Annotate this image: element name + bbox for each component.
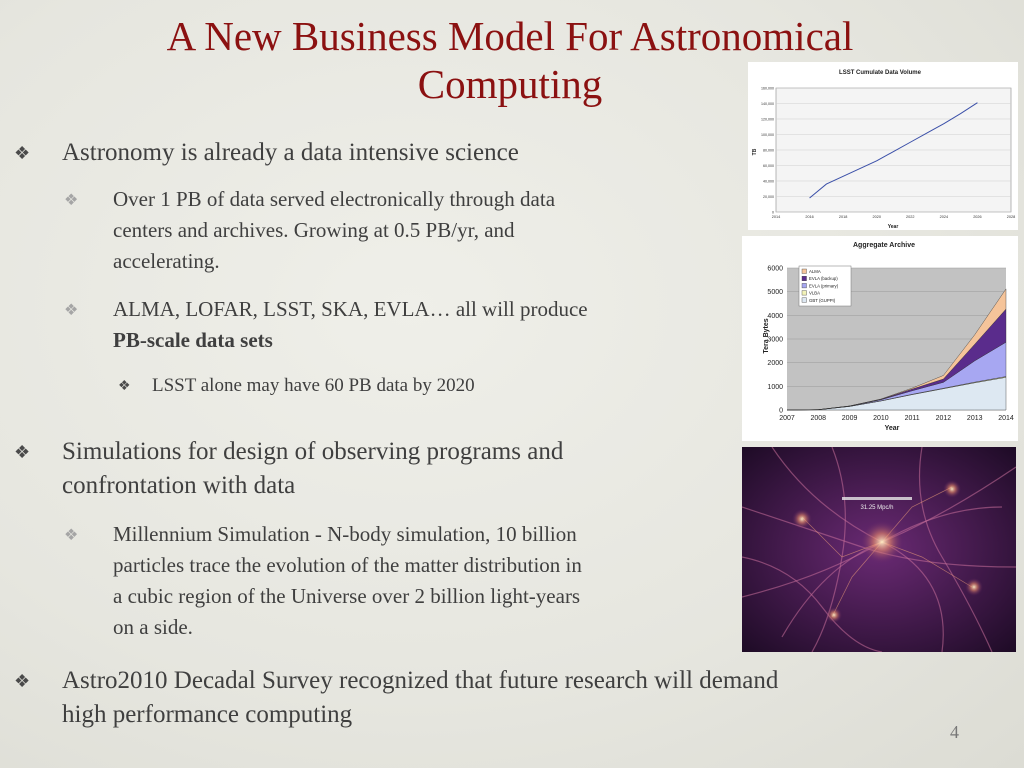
page-number: 4 [950,722,959,742]
slide-title: A New Business Model For Astronomical Co… [80,12,940,108]
chart-title: LSST Cumulate Data Volume [839,70,922,76]
bullet-marker-icon: ❖ [14,143,31,163]
chart-title: Aggregate Archive [853,242,915,249]
subsubbullet-text: LSST alone may have 60 PB data by 2020 [152,375,475,396]
y-tick-label: 6000 [767,266,783,273]
x-tick-label: 2010 [873,415,889,422]
y-tick-label: 40,000 [763,180,774,184]
subbullet-line-bold: PB-scale data sets [113,328,273,352]
legend-swatch [801,297,807,303]
bullet-marker-icon: ❖ [14,442,31,462]
x-axis-label: Year [885,425,900,432]
x-tick-label: 2018 [839,215,847,219]
bullet-line: confrontation with data [62,472,296,499]
subbullet-line: Millennium Simulation - N-body simulatio… [113,522,577,546]
x-axis-label: Year [888,224,899,230]
legend-label: EVLA (primary) [809,283,839,288]
y-tick-label: 120,000 [761,118,774,122]
x-tick-label: 2013 [967,415,983,422]
title-line-2: Computing [417,61,603,107]
y-tick-label: 5000 [767,289,783,296]
lsst-chart-panel: LSST Cumulate Data Volume 0 20,000 40,000 6… [748,62,1018,230]
x-tick-label: 2028 [1007,215,1015,219]
x-tick-label: 2012 [936,415,952,422]
y-tick-label: 140,000 [761,102,774,106]
y-tick-label: 0 [772,211,774,215]
bullet-marker-icon: ❖ [14,671,31,691]
y-tick-label: 0 [779,408,783,415]
y-axis-label: Tera Bytes [763,318,770,353]
x-tick-label: 2026 [973,215,981,219]
legend-swatch [801,290,807,296]
area-series-alma [786,288,1007,411]
x-tick-label: 2014 [772,215,780,219]
scale-bar [842,497,912,500]
y-tick-label: 20,000 [763,195,774,199]
legend-label: VLBA [809,291,820,296]
x-tick-label: 2020 [872,215,880,219]
bullet-text: Astronomy is already a data intensive sc… [62,139,519,166]
x-tick-label: 2011 [905,415,920,422]
subbullet-line: ALMA, LOFAR, LSST, SKA, EVLA… all will p… [113,297,588,321]
subbullet-line: a cubic region of the Universe over 2 bi… [113,584,581,608]
y-tick-label: 60,000 [763,164,774,168]
subbullet-line: Over 1 PB of data served electronically … [113,187,556,211]
y-axis-label: TB [752,148,758,155]
bullet-line: high performance computing [62,701,353,728]
legend-label: GBT (GUPPI) [809,298,836,303]
y-tick-label: 4000 [767,313,783,320]
archive-chart: Aggregate Archive 0 1000 2000 3000 4000 5000 6… [763,242,1014,432]
y-tick-label: 100,000 [761,133,774,137]
legend-label: EVLA (backup) [809,276,838,281]
x-tick-label: 2014 [998,415,1014,422]
y-tick-label: 2000 [767,360,783,367]
x-tick-label: 2016 [805,215,813,219]
archive-chart-panel: Aggregate Archive 0 1000 2000 3000 4000 5000 6… [742,236,1018,441]
subbullet-line: centers and archives. Growing at 0.5 PB/… [113,218,515,242]
x-tick-label: 2007 [779,415,795,422]
x-tick-label: 2024 [940,215,948,219]
cosmic-web-illustration: 31.25 Mpc/h [742,447,1016,652]
lsst-data-line [809,102,978,199]
legend-swatch [801,268,807,274]
bullet-marker-icon: ❖ [64,302,79,319]
bullet-line: Simulations for design of observing prog… [62,438,564,465]
y-tick-label: 80,000 [763,149,774,153]
lsst-chart: LSST Cumulate Data Volume 0 20,000 40,000 6… [752,70,1015,230]
bullet-line: Astro2010 Decadal Survey recognized that… [62,667,779,694]
millennium-simulation-image: 31.25 Mpc/h [742,447,1016,652]
legend-label: ALMA [809,269,821,274]
title-line-1: A New Business Model For Astronomical [166,13,854,59]
legend-swatch [801,276,807,281]
bullet-marker-icon: ❖ [118,379,131,394]
y-tick-label: 1000 [767,384,783,391]
bullet-marker-icon: ❖ [64,192,79,209]
y-tick-label: 160,000 [761,87,774,91]
x-tick-label: 2008 [810,415,826,422]
x-tick-label: 2009 [842,415,858,422]
subbullet-line: on a side. [113,615,193,639]
y-tick-label: 3000 [767,337,783,344]
bullet-marker-icon: ❖ [64,527,79,544]
subbullet-line: particles trace the evolution of the mat… [113,553,582,577]
scale-label: 31.25 Mpc/h [860,505,893,511]
legend-box [798,265,852,307]
subbullet-line: accelerating. [113,249,220,273]
x-tick-label: 2022 [906,215,914,219]
legend-swatch [801,283,807,289]
